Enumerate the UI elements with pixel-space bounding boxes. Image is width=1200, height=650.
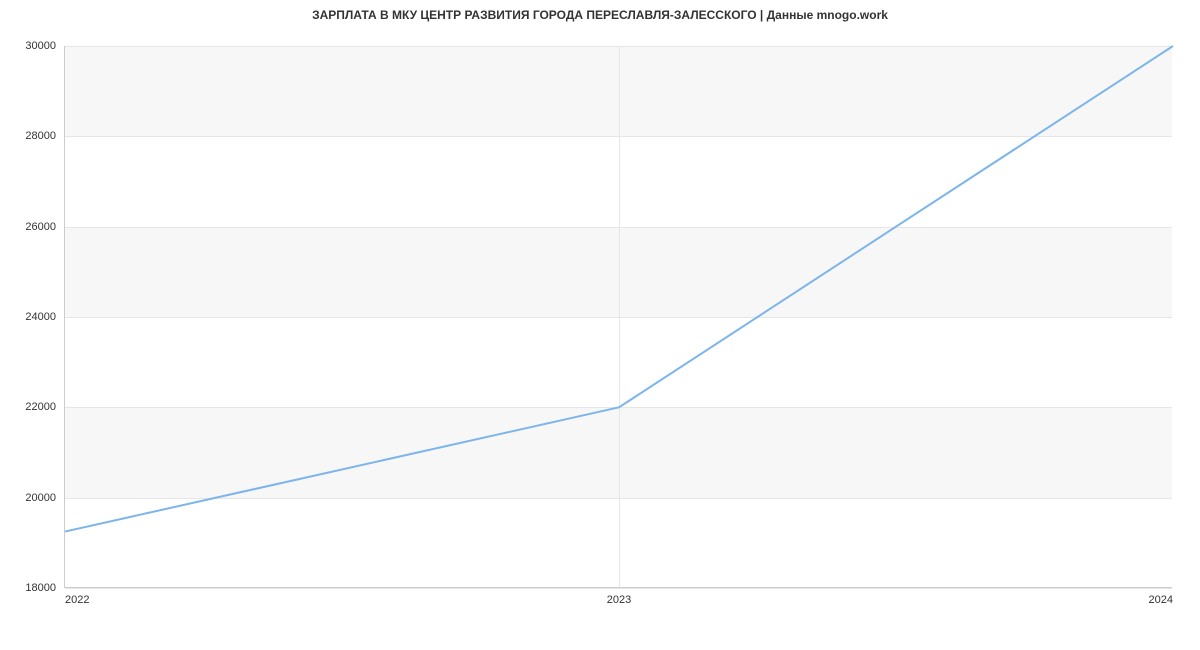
chart-title: ЗАРПЛАТА В МКУ ЦЕНТР РАЗВИТИЯ ГОРОДА ПЕР…	[0, 8, 1200, 22]
ytick-label: 26000	[0, 221, 56, 233]
ytick-label: 22000	[0, 401, 56, 413]
plot-area: 1800020000220002400026000280003000020222…	[64, 46, 1172, 588]
ytick-label: 20000	[0, 492, 56, 504]
gridline-h	[65, 588, 1172, 589]
ytick-label: 24000	[0, 311, 56, 323]
xtick-label: 2024	[1149, 594, 1173, 606]
ytick-label: 28000	[0, 130, 56, 142]
line-layer	[65, 46, 1173, 588]
ytick-label: 30000	[0, 40, 56, 52]
xtick-label: 2022	[65, 594, 89, 606]
salary-chart: ЗАРПЛАТА В МКУ ЦЕНТР РАЗВИТИЯ ГОРОДА ПЕР…	[0, 0, 1200, 650]
xtick-label: 2023	[607, 594, 631, 606]
series-line-salary	[65, 46, 1173, 532]
ytick-label: 18000	[0, 582, 56, 594]
